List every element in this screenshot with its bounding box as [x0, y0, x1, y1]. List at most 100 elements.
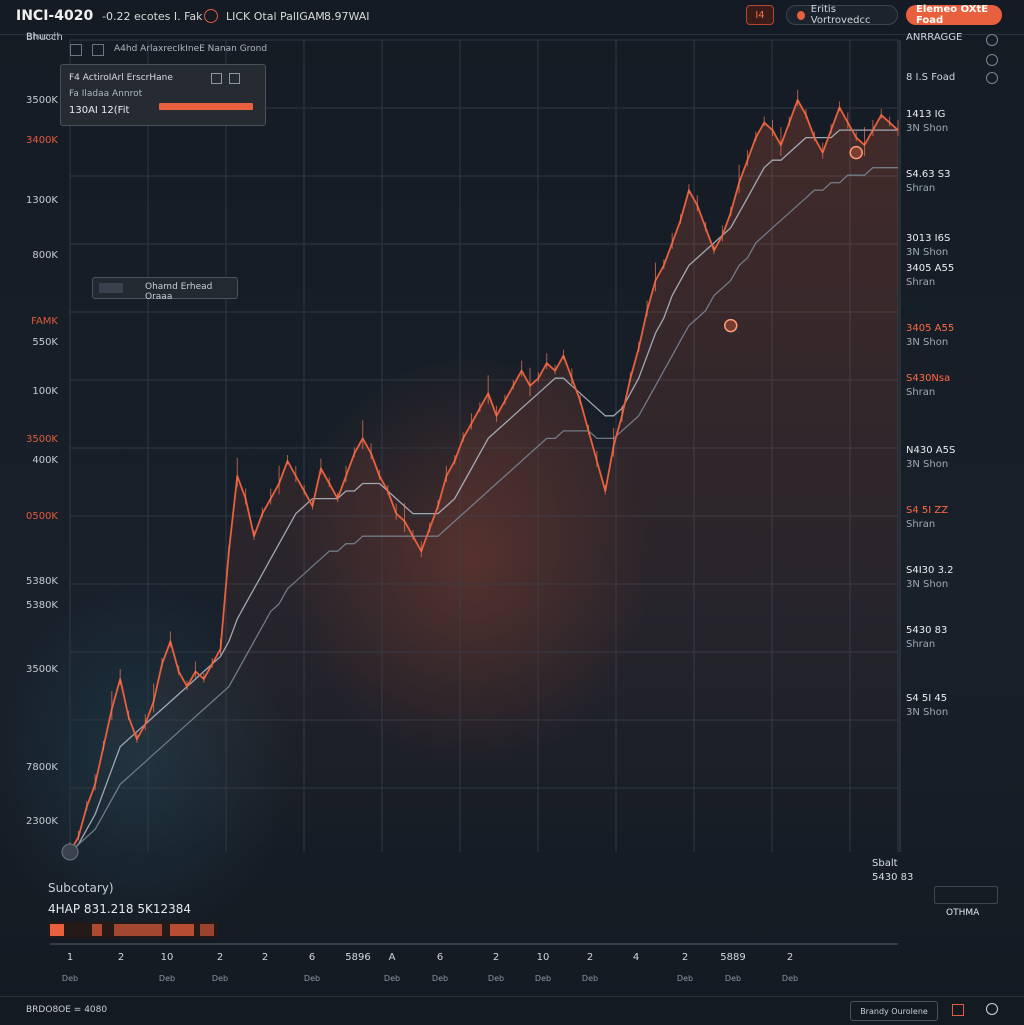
x-tick-label: 10	[536, 952, 550, 963]
right-panel-item-value: 3405 A55	[906, 263, 955, 274]
right-panel-item-value: N430 A5S	[906, 445, 956, 456]
y-tick-label: 550K	[32, 337, 58, 348]
top-bar: INCI-4020 -0.22 ecotes I. Fak LICK Otal …	[0, 0, 1024, 35]
x-tick-label: 2	[681, 952, 689, 963]
header-label-b: 8.97WAI	[324, 10, 370, 23]
right-panel-item[interactable]: S4 5I ZZ Shran	[906, 504, 948, 532]
indicator-chip[interactable]: Ohamd Erhead Oraaa	[92, 277, 238, 302]
alert-square-icon[interactable]	[952, 1004, 964, 1016]
right-panel-tools[interactable]	[934, 886, 998, 904]
right-panel-item-sub: 3N Shon	[906, 459, 949, 470]
info-panel-value: 130AI 12(Fit	[69, 105, 130, 116]
y-tick-label: 100K	[32, 386, 58, 397]
close-icon[interactable]	[986, 34, 998, 46]
pointer-icon[interactable]	[70, 44, 82, 56]
summary-value: 4HAP 831.218 5K12384	[48, 902, 192, 916]
volume-seg	[114, 924, 162, 936]
crosshair-icon[interactable]	[92, 44, 104, 56]
right-panel-item-value: 3013 I6S	[906, 233, 951, 244]
x-tick-label: 2	[492, 952, 500, 963]
y-tick-label: 7800K	[25, 762, 58, 773]
x-tick-sublabel: Deb	[431, 974, 449, 983]
right-panel-item-sub: Shran	[906, 183, 936, 194]
series-line-ma-long	[69, 167, 898, 853]
start-marker	[61, 843, 79, 861]
y-tick-label: 1300K	[25, 195, 58, 206]
ticker-change: -0.22 ecotes I. Fak	[102, 10, 203, 23]
right-panel-item-sub: 3N Shon	[906, 247, 949, 258]
x-tick-label: 10	[160, 952, 174, 963]
crosshair-tag-label: Sbalt	[872, 858, 898, 869]
crosshair-tag-value: 5430 83	[872, 872, 914, 883]
footer: BRDO8OE = 4080 Brandy Ourolene	[0, 996, 1024, 1025]
y-tick-label: FAMK	[31, 316, 58, 327]
right-panel-item-value: S4I30 3.2	[906, 565, 954, 576]
settings-icon[interactable]	[229, 73, 240, 84]
ticker-name: INCI-4020	[16, 8, 94, 24]
info-icon[interactable]	[986, 54, 998, 66]
alert-icon[interactable]	[204, 9, 218, 23]
right-panel-item-value: S4 5I ZZ	[906, 505, 949, 516]
y-tick-label: 3500K	[25, 434, 58, 445]
x-tick-label: 5889	[720, 952, 746, 963]
x-tick-label: 6	[308, 952, 316, 963]
x-tick-sublabel: Deb	[303, 974, 321, 983]
secondary-action-button[interactable]: Eritis Vortrovedcc	[786, 4, 898, 26]
toolbar-row-text[interactable]: A4hd ArlaxrecIkIneE Nanan Grond	[114, 44, 268, 54]
right-panel-item-sub: Shran	[906, 387, 936, 398]
series-line-ma-short	[69, 129, 898, 853]
header-label-a: LICK Otal PalIGAM	[226, 10, 325, 23]
x-tick-sublabel: Deb	[676, 974, 694, 983]
x-tick-sublabel: Deb	[383, 974, 401, 983]
y-tick-label: 3500K	[25, 664, 58, 675]
x-tick-sublabel: Deb	[487, 974, 505, 983]
right-panel-item[interactable]: 3405 A55 Shran	[906, 262, 954, 290]
series-line-price	[69, 99, 899, 853]
highlight-marker	[849, 145, 863, 160]
footer-button[interactable]: Brandy Ourolene	[850, 1001, 938, 1021]
x-tick-label: 1	[66, 952, 74, 963]
right-panel-item[interactable]: 3013 I6S 3N Shon	[906, 232, 950, 260]
x-tick-label: 2	[216, 952, 224, 963]
x-tick-sublabel: Deb	[61, 974, 79, 983]
primary-action-button[interactable]: Elemeo OXtE Foad	[906, 4, 1002, 26]
clock-icon[interactable]	[986, 1003, 998, 1015]
y-tick-label: 800K	[32, 250, 58, 261]
y-tick-label: 400K	[32, 455, 58, 466]
right-panel-item-value: S4.63 S3	[906, 169, 951, 180]
right-panel-item-sub: Shran	[906, 277, 936, 288]
x-tick-label: 2	[117, 952, 125, 963]
lock-icon[interactable]	[986, 72, 998, 84]
right-panel-item[interactable]: S430Nsa Shran	[906, 372, 950, 400]
x-tick-label: 5896	[345, 952, 371, 963]
price-area	[70, 100, 898, 852]
y-axis-top-label: Bhucch	[26, 32, 63, 43]
right-panel-item[interactable]: S4 5I 45 3N Shon	[906, 692, 948, 720]
x-tick-label: 4	[632, 952, 640, 963]
right-panel-item[interactable]: 5430 83 Shran	[906, 624, 947, 652]
right-panel-item-sub: 3N Shon	[906, 579, 949, 590]
y-tick-label: 0500K	[25, 511, 58, 522]
right-panel-item-sub: 3N Shon	[906, 337, 949, 348]
right-panel-item[interactable]: N430 A5S 3N Shon	[906, 444, 955, 472]
right-panel-item[interactable]: S4.63 S3 Shran	[906, 168, 951, 196]
right-panel-item-value: 3405 A55	[906, 323, 955, 334]
right-panel-item[interactable]: S4I30 3.2 3N Shon	[906, 564, 953, 592]
volume-strip	[48, 922, 218, 938]
right-panel-item-value: S430Nsa	[906, 373, 951, 384]
x-tick-sublabel: Deb	[581, 974, 599, 983]
info-panel-title: F4 ActiroIArl ErscrHane	[69, 73, 173, 83]
volume-seg	[200, 924, 214, 936]
x-tick-label: 2	[786, 952, 794, 963]
right-panel-header: ANRRAGGE	[906, 32, 963, 43]
x-tick-sublabel: Deb	[724, 974, 742, 983]
right-panel-item[interactable]: 3405 A55 3N Shon	[906, 322, 954, 350]
footer-status: BRDO8OE = 4080	[26, 1005, 108, 1015]
right-panel-item[interactable]: 1413 IG 3N Shon	[906, 108, 948, 136]
y-tick-label: 2300K	[25, 816, 58, 827]
record-button[interactable]: Ⅰ4	[746, 5, 774, 25]
ticker-symbol: INCI-4020 -0.22 ecotes I. Fak	[16, 8, 203, 24]
edit-icon[interactable]	[211, 73, 222, 84]
x-tick-sublabel: Deb	[534, 974, 552, 983]
